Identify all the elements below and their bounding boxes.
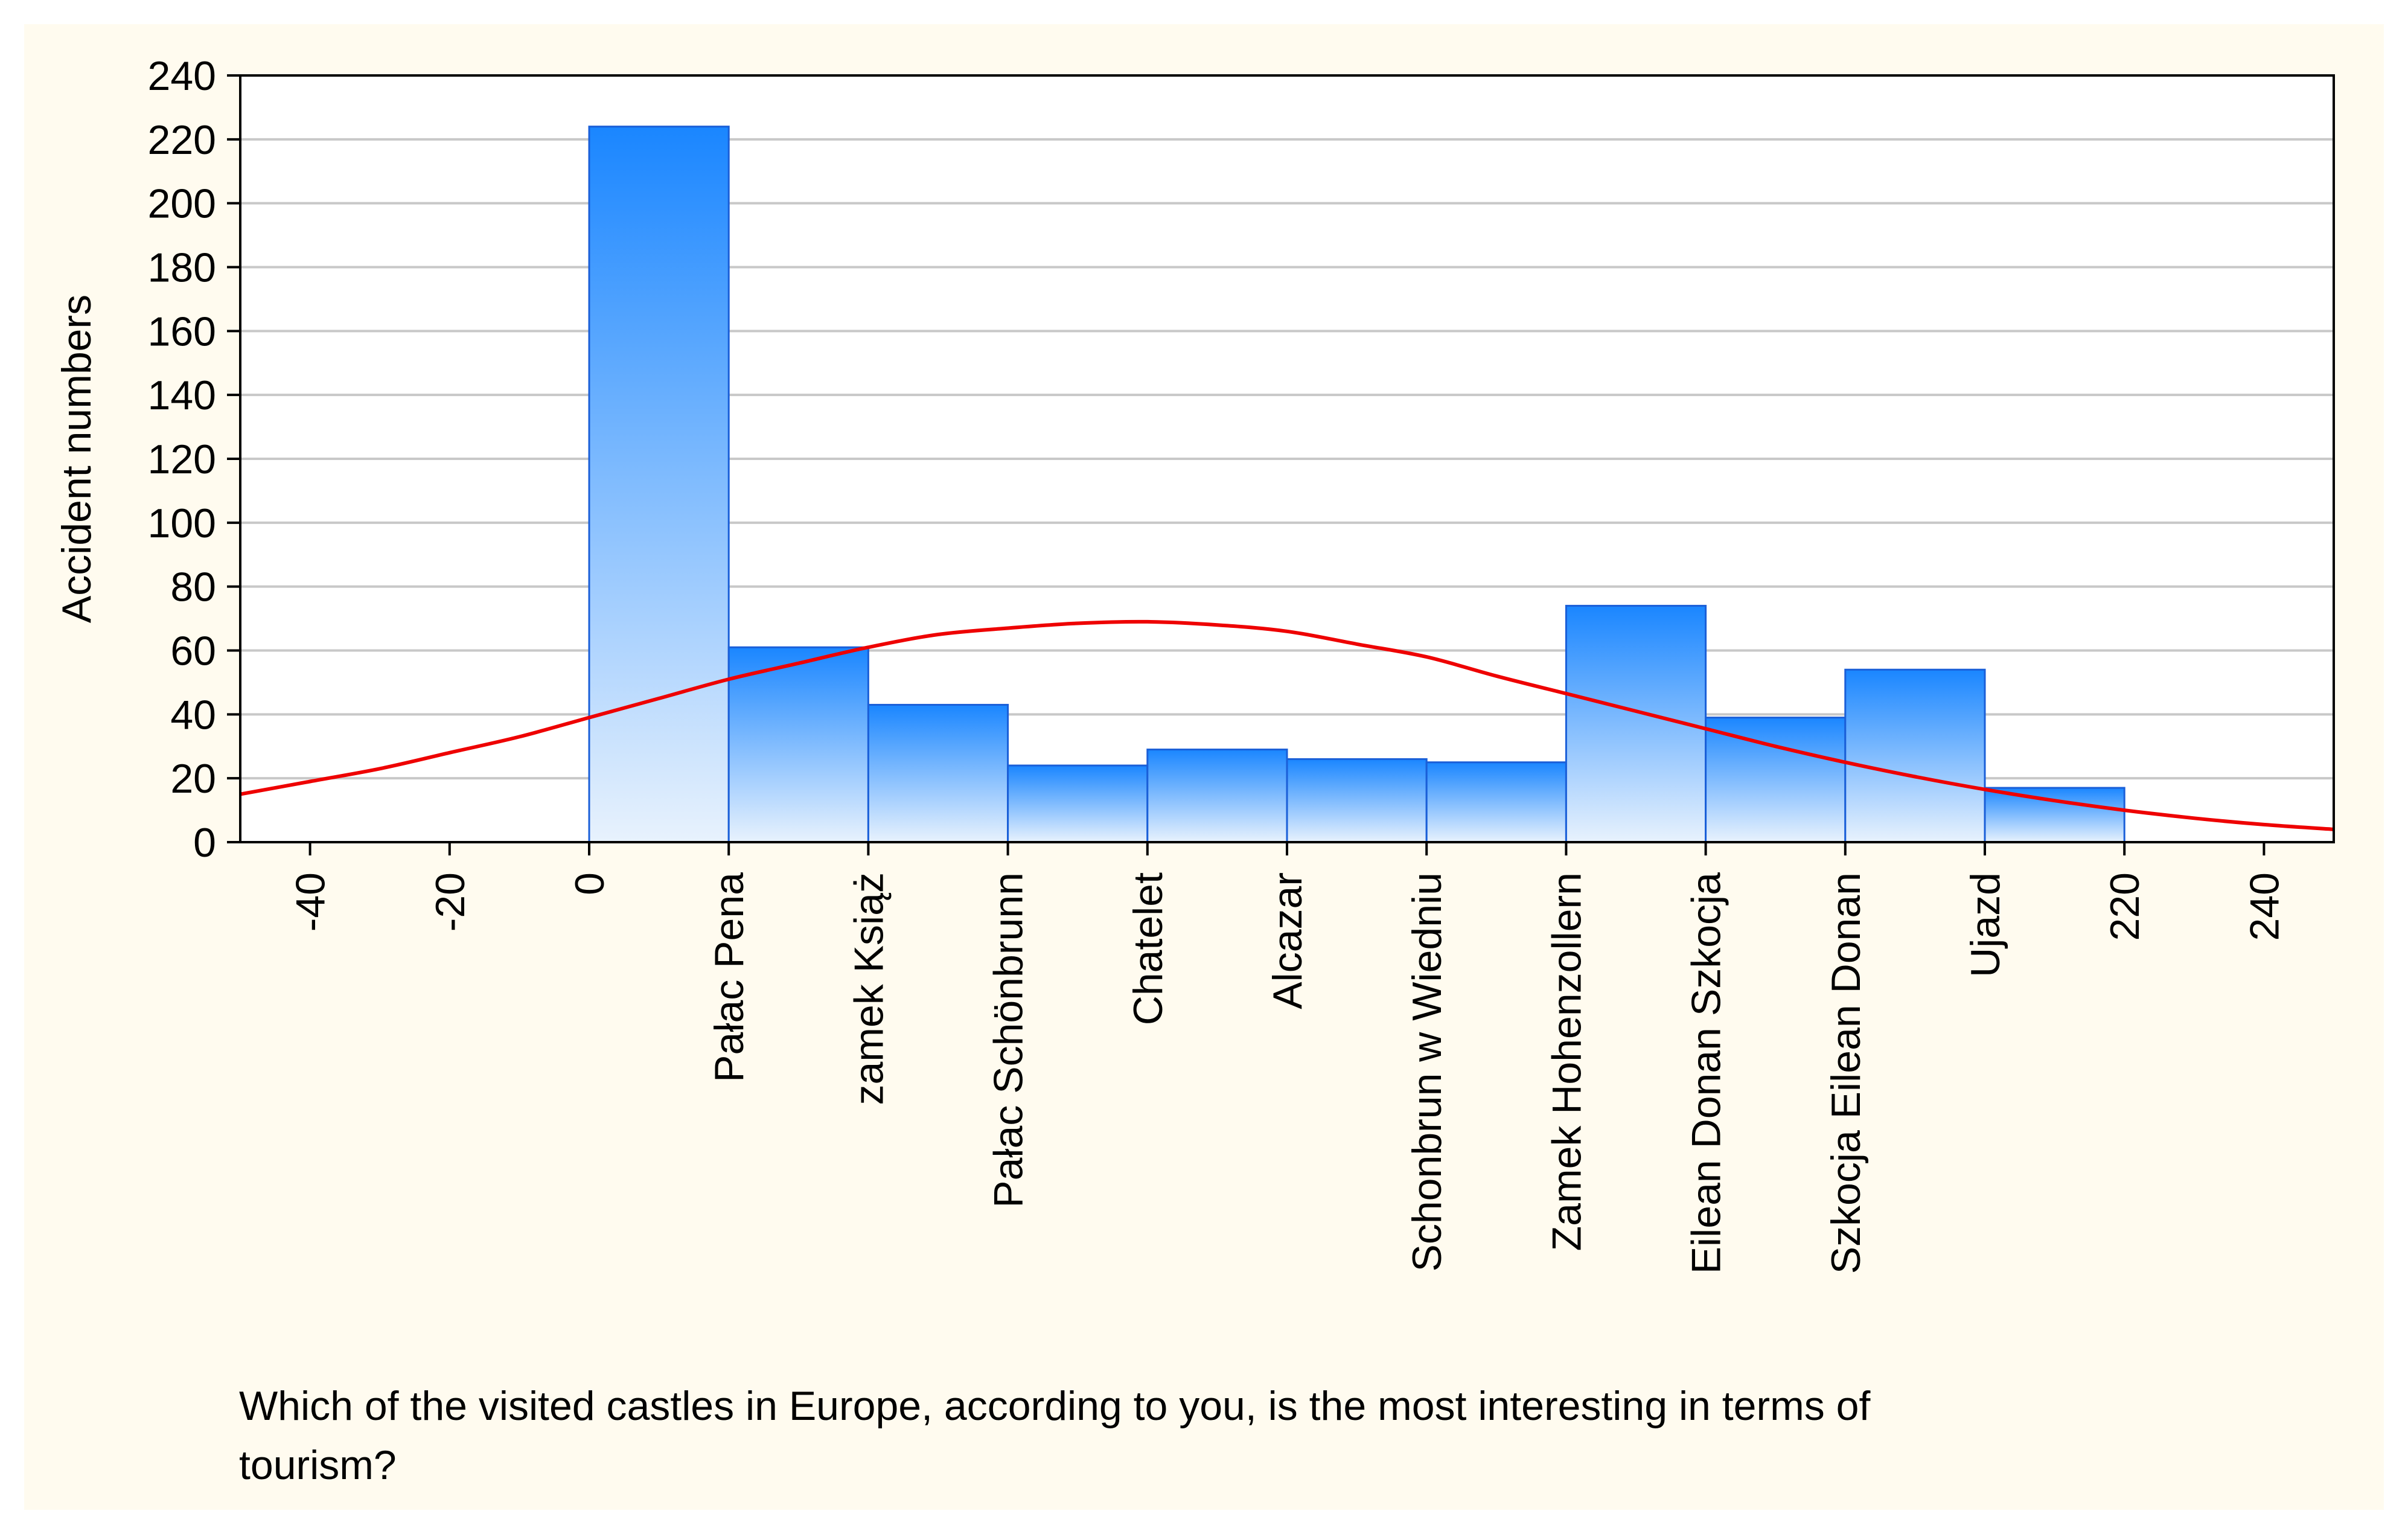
histogram-bar: [867, 703, 1009, 843]
x-tick-label: Pałac Pena: [706, 872, 752, 1082]
y-tick-label: 40: [170, 692, 216, 738]
histogram-bar: [588, 126, 730, 843]
histogram-bar: [1425, 761, 1567, 843]
y-tick-label: 0: [193, 820, 216, 866]
y-tick-label: 20: [170, 756, 216, 802]
histogram-bar: [727, 646, 869, 843]
x-axis-ticks: -40 -20 0 Pałac Pena zamek Książ Pałac Schönb…: [288, 842, 2287, 1274]
histogram-bar: [1984, 787, 2125, 843]
x-tick-label: Chatelet: [1125, 872, 1171, 1025]
x-tick-label: -40: [288, 872, 334, 932]
y-tick-label: 140: [148, 372, 216, 418]
x-tick-label: 0: [567, 872, 613, 895]
histogram-chart: 0 20 40 60 80 100 120 140 160 180 200 220 240 -40 -20…: [54, 53, 2335, 1488]
x-tick-label: Schonbrun w Wiedniu: [1404, 872, 1450, 1271]
histogram-bar: [1007, 764, 1149, 843]
x-tick-label: zamek Książ: [846, 872, 892, 1105]
y-tick-label: 80: [170, 564, 216, 610]
x-tick-label: 240: [2241, 872, 2287, 941]
y-tick-label: 120: [148, 436, 216, 482]
x-axis-title-line-1: Which of the visited castles in Europe, …: [239, 1383, 1870, 1429]
x-tick-label: Zamek Hohenzollern: [1544, 872, 1589, 1251]
y-tick-label: 180: [148, 245, 216, 291]
y-tick-label: 220: [148, 117, 216, 163]
x-tick-label: Szkocja Eilean Donan: [1823, 872, 1869, 1274]
y-tick-label: 100: [148, 500, 216, 546]
y-tick-label: 160: [148, 308, 216, 354]
normal-curve: [240, 619, 2334, 831]
y-axis-title: Accident numbers: [54, 295, 100, 623]
chart-frame: 0 20 40 60 80 100 120 140 160 180 200 220 240 -40 -20…: [24, 24, 2384, 1510]
histogram-bar: [1844, 668, 1986, 843]
y-axis-ticks: 0 20 40 60 80 100 120 140 160 180 200 220 240: [148, 53, 240, 866]
x-tick-label: -20: [427, 872, 473, 932]
y-tick-label: 60: [170, 628, 216, 674]
histogram-bar: [1286, 758, 1428, 843]
x-tick-label: Ujazd: [1962, 872, 2008, 977]
normal-curve-line: [240, 619, 2334, 831]
x-tick-label: 220: [2102, 872, 2148, 941]
x-axis-title-line-2: tourism?: [239, 1442, 397, 1488]
y-tick-label: 240: [148, 53, 216, 99]
histogram-bar: [1705, 717, 1847, 843]
x-tick-label: Pałac Schönbrunn: [986, 872, 1032, 1208]
y-tick-label: 200: [148, 181, 216, 227]
x-tick-label: Alcazar: [1265, 872, 1311, 1009]
histogram-bar: [1146, 749, 1288, 843]
x-tick-label: Eilean Donan Szkocja: [1684, 872, 1729, 1274]
